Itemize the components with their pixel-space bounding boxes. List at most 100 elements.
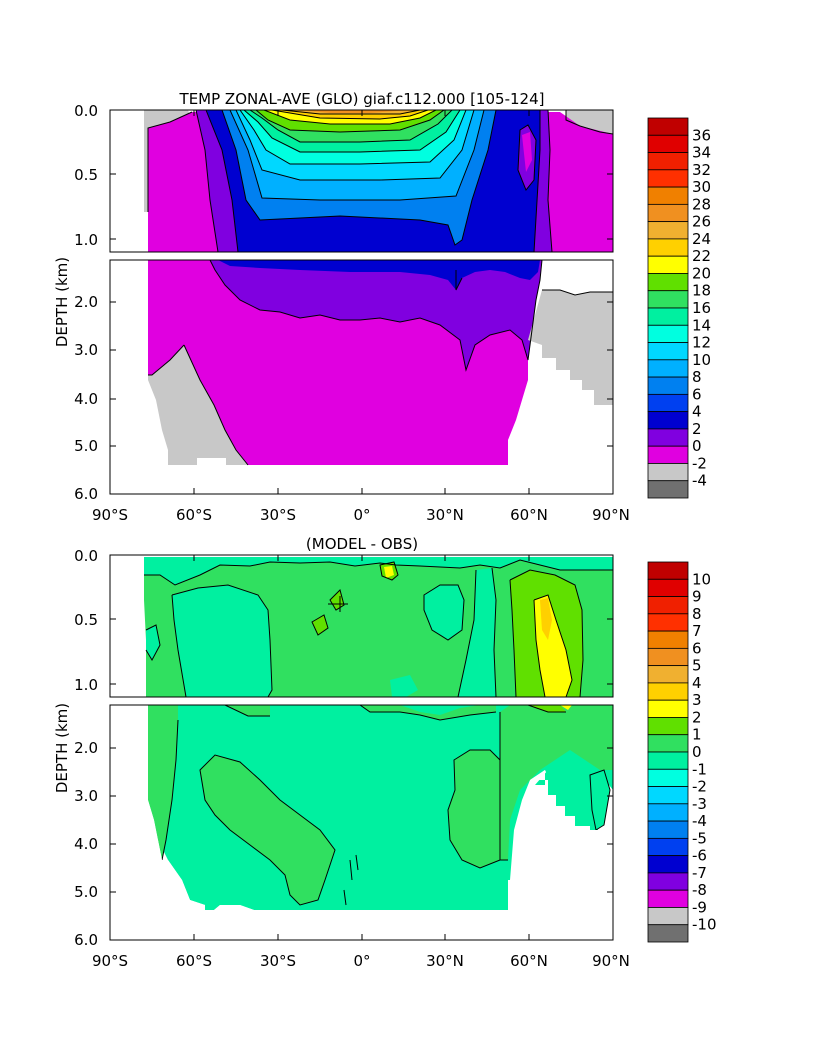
colorbar-tick-label: -9 [692, 898, 707, 916]
upper-section-contours [147, 110, 613, 252]
colorbar-tick-label: 28 [692, 195, 711, 213]
difference-panel: (MODEL - OBS) [53, 535, 717, 970]
colorbar-tick-label: 6 [692, 385, 702, 403]
colorbar-tick-label: 3 [692, 691, 702, 709]
colorbar-tick-label: 2 [692, 708, 702, 726]
upper-section-contours [144, 559, 613, 697]
y-tick-label: 0.0 [74, 547, 98, 565]
bathymetry-mask [110, 555, 613, 940]
x-tick-label: 90°N [592, 506, 630, 524]
colorbar-tick-label: 4 [692, 403, 702, 421]
x-tick-label: 90°N [592, 952, 630, 970]
colorbar-tick-label: -5 [692, 829, 707, 847]
colorbar-swatch [647, 717, 689, 736]
y-tick-label: 1.0 [74, 676, 98, 694]
axis-ticks [109, 109, 614, 495]
colorbar-swatch [647, 837, 689, 857]
colorbar-swatch [647, 630, 689, 649]
colorbar-tick-label: 32 [692, 161, 711, 179]
colorbar-swatch [647, 561, 689, 580]
colorbar-tick-label: -6 [692, 847, 707, 865]
colorbar-swatch [647, 613, 689, 632]
colorbar-tick-label: 0 [692, 743, 702, 761]
colorbar-swatch [647, 238, 689, 257]
colorbar-swatch [647, 907, 689, 926]
colorbar-swatch [647, 134, 689, 153]
colorbar-swatch [647, 255, 689, 274]
y-tick-label: 0.5 [74, 166, 98, 184]
colorbar-swatch [647, 924, 689, 943]
colorbar-swatch [647, 221, 689, 240]
colorbar-tick-label: 22 [692, 247, 711, 265]
colorbar-tick-label: 24 [692, 230, 711, 248]
panel-title: TEMP ZONAL-AVE (GLO) giaf.c112.000 [105-… [179, 90, 545, 108]
colorbar-tick-label: -7 [692, 864, 707, 882]
y-tick-label: 4.0 [74, 835, 98, 853]
colorbar-tick-label: 10 [692, 570, 711, 588]
colorbar-tick-label: 36 [692, 126, 711, 144]
y-axis-label: DEPTH (km) [53, 703, 71, 793]
colorbar-swatch [647, 324, 689, 343]
lower-section-contours [148, 260, 613, 466]
y-tick-label: 0.0 [74, 102, 98, 120]
colorbar-tick-label: 20 [692, 264, 711, 282]
colorbar-tick-label: -10 [692, 916, 717, 934]
y-tick-label: 4.0 [74, 390, 98, 408]
colorbar-swatch [647, 411, 689, 430]
colorbar-swatch [647, 169, 689, 188]
panel-title: (MODEL - OBS) [306, 535, 418, 553]
y-tick-label: 5.0 [74, 883, 98, 901]
y-tick-label: 6.0 [74, 485, 98, 503]
colorbar-tick-label: 6 [692, 639, 702, 657]
x-tick-label: 30°N [426, 506, 464, 524]
colorbar-swatch [647, 820, 689, 839]
colorbar-tick-label: 14 [692, 316, 711, 334]
colorbar-swatch [647, 290, 689, 309]
upper-section-fill [110, 555, 613, 697]
x-tick-label: 0° [353, 506, 370, 524]
colorbar-tick-label: -2 [692, 778, 707, 796]
colorbar-tick-label: 8 [692, 605, 702, 623]
colorbar-swatch [647, 751, 689, 770]
colorbar-tick-label: 2 [692, 420, 702, 438]
x-tick-label: 90°S [92, 952, 128, 970]
y-tick-label: 1.0 [74, 231, 98, 249]
y-tick-label: 5.0 [74, 437, 98, 455]
colorbar-swatch [647, 596, 689, 615]
colorbar-swatch [647, 647, 689, 667]
y-tick-label: 2.0 [74, 293, 98, 311]
colorbar-swatch [647, 463, 689, 482]
y-tick-label: 3.0 [74, 787, 98, 805]
colorbar-tick-label: 7 [692, 622, 702, 640]
x-tick-label: 60°S [176, 506, 212, 524]
colorbar-swatch [647, 480, 689, 499]
colorbar-swatch [647, 665, 689, 684]
x-tick-label: 60°N [510, 506, 548, 524]
colorbar-swatch [647, 803, 689, 822]
colorbar-swatch [647, 117, 689, 136]
colorbar-swatch [647, 768, 689, 787]
lower-section-contours [161, 705, 611, 906]
x-tick-label: 30°S [260, 952, 296, 970]
colorbar-swatch [647, 872, 689, 891]
colorbar-swatch [647, 682, 689, 701]
colorbar-swatch [647, 273, 689, 292]
colorbar-swatch [647, 186, 689, 205]
colorbar-swatch [647, 376, 689, 395]
y-tick-label: 2.0 [74, 739, 98, 757]
colorbar-swatch [647, 393, 689, 413]
lower-section-fill [148, 260, 613, 465]
colorbar-swatch [647, 889, 689, 908]
x-tick-label: 90°S [92, 506, 128, 524]
colorbar-swatch [647, 359, 689, 378]
colorbar-tick-label: 30 [692, 178, 711, 196]
colorbar-tick-label: 16 [692, 299, 711, 317]
colorbar-tick-label: 18 [692, 282, 711, 300]
colorbar-swatch [647, 734, 689, 753]
colorbar-tick-label: 5 [692, 657, 702, 675]
colorbar-swatch [647, 342, 689, 361]
colorbar-swatch [647, 307, 689, 326]
x-tick-label: 60°S [176, 952, 212, 970]
